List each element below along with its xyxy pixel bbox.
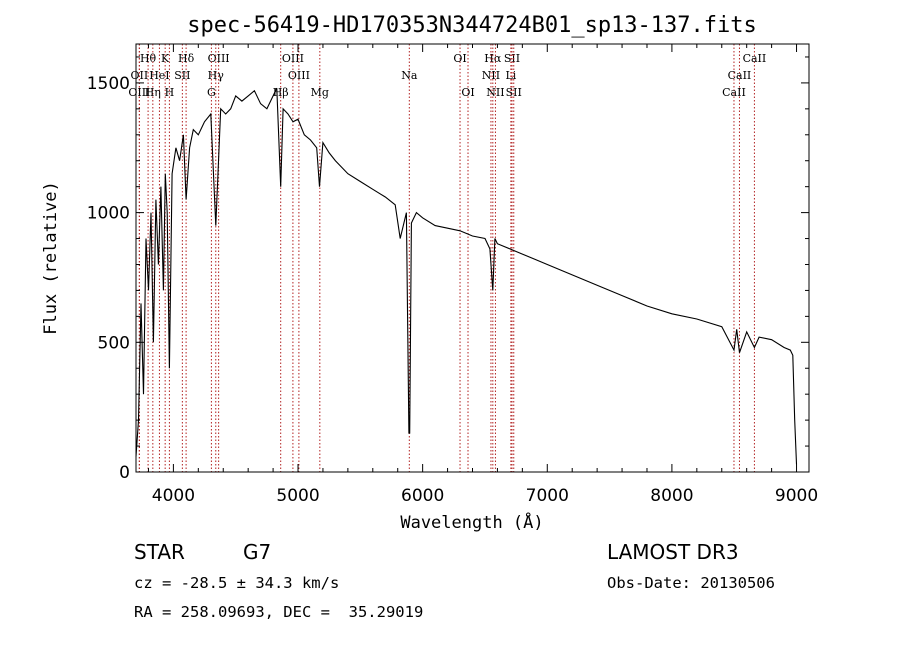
spectral-line-label-13: OIII (288, 69, 310, 82)
x-tick-label-2: 6000 (401, 486, 444, 506)
plot-frame (135, 43, 810, 473)
spectral-line-label-26: SII (506, 86, 522, 99)
spectral-line-label-18: OIII (128, 86, 150, 99)
flux-series-group (135, 87, 798, 465)
spectral-line-label-17: CaII (728, 69, 752, 82)
spectral-subclass: G7 (243, 540, 272, 564)
spectral-line-label-4: OIII (282, 52, 304, 65)
spectral-line-label-1: K (161, 52, 170, 65)
obs-date: Obs-Date: 20130506 (607, 574, 775, 592)
y-tick-label-1: 500 (98, 333, 130, 353)
object-type: STAR (134, 540, 185, 564)
spectral-line-label-12: Hγ (208, 69, 225, 82)
spectral-line-label-15: NII (482, 69, 500, 82)
spectral-line-label-11: SII (174, 69, 190, 82)
x-tick-label-5: 9000 (775, 486, 818, 506)
spectral-line-label-16: Li (505, 69, 516, 82)
spectral-line-label-7: SII (504, 52, 520, 65)
spectral-line-label-6: Hα (484, 52, 502, 65)
y-axis-ticks: 0 500 1000 1500 (87, 56, 809, 483)
y-tick-label-2: 1000 (87, 204, 130, 224)
x-axis-ticks: 4000 5000 6000 7000 8000 9000 (147, 44, 818, 506)
spectral-line-label-19: Hη (145, 86, 161, 99)
spectral-line-label-25: NII (486, 86, 504, 99)
spectral-line-label-5: OI (453, 52, 466, 65)
y-tick-label-0: 0 (119, 463, 130, 483)
spectral-line-label-10: HeI (149, 69, 169, 82)
flux-series-line-0 (135, 87, 798, 465)
spectral-line-label-27: CaII (722, 86, 746, 99)
spectral-line-label-20: H (165, 86, 175, 99)
x-axis-label: Wavelength (Å) (400, 511, 543, 533)
x-tick-label-1: 5000 (276, 486, 319, 506)
y-tick-label-3: 1500 (87, 74, 130, 94)
survey-name: LAMOST DR3 (607, 540, 739, 564)
spectral-line-label-24: OI (461, 86, 474, 99)
spectral-line-label-21: G (207, 86, 216, 99)
y-axis-label: Flux (relative) (41, 181, 61, 335)
spectral-line-label-23: Mg (311, 86, 329, 99)
x-tick-label-3: 7000 (526, 486, 569, 506)
coordinates: RA = 258.09693, DEC = 35.29019 (134, 603, 424, 621)
spectral-line-label-2: Hδ (178, 52, 195, 65)
spectral-line-label-3: OIII (208, 52, 230, 65)
x-tick-label-0: 4000 (152, 486, 195, 506)
spectral-line-label-8: CaII (743, 52, 767, 65)
redshift-readout: cz = -28.5 ± 34.3 km/s (134, 574, 340, 592)
x-tick-label-4: 8000 (650, 486, 693, 506)
chart-title: spec-56419-HD170353N344724B01_sp13-137.f… (187, 13, 757, 38)
spectral-line-label-14: Na (401, 69, 418, 82)
spectral-line-label-0: Hθ (140, 52, 157, 65)
